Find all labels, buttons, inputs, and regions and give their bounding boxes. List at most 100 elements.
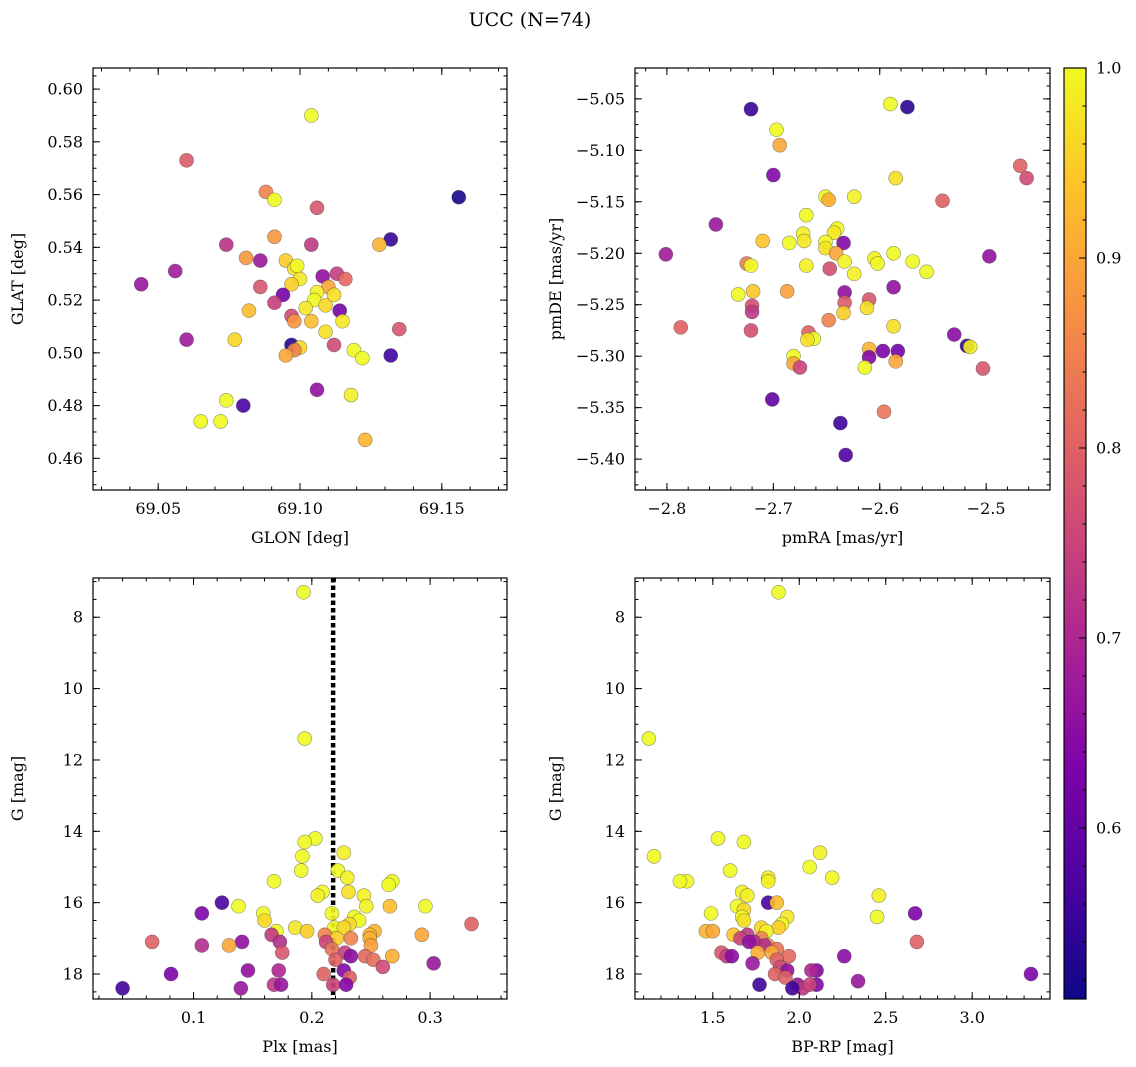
scatter-point bbox=[267, 192, 282, 208]
y-axis-label: G [mag] bbox=[546, 756, 565, 821]
x-tick-label: −2.8 bbox=[647, 499, 686, 518]
scatter-point bbox=[238, 250, 254, 266]
scatter-point bbox=[304, 313, 319, 329]
scatter-point bbox=[218, 393, 234, 408]
scatter-point bbox=[838, 447, 853, 463]
y-tick-label: 14 bbox=[63, 822, 83, 841]
scatter-point bbox=[194, 906, 210, 921]
scatter-point bbox=[764, 392, 780, 407]
x-axis-label: GLON [deg] bbox=[251, 528, 349, 547]
scatter-point bbox=[771, 920, 786, 935]
scatter-point bbox=[1012, 158, 1028, 174]
x-tick-label: 1.5 bbox=[700, 1008, 725, 1027]
scatter-point bbox=[772, 137, 788, 153]
y-tick-label: 0.54 bbox=[47, 238, 83, 257]
x-axis-label: BP-RP [mag] bbox=[791, 1037, 893, 1056]
scatter-point bbox=[340, 870, 355, 885]
scatter-point bbox=[850, 973, 866, 989]
scatter-point bbox=[310, 888, 326, 903]
scatter-point bbox=[836, 948, 852, 964]
x-tick-label: 0.2 bbox=[299, 1008, 324, 1027]
scatter-point bbox=[821, 192, 836, 208]
scatter-point bbox=[741, 934, 757, 950]
colorbar-tick-label: 0.7 bbox=[1096, 629, 1121, 648]
scatter-point bbox=[355, 350, 370, 366]
scatter-point bbox=[781, 235, 797, 251]
scatter-point bbox=[745, 956, 760, 971]
scatter-point bbox=[383, 348, 399, 363]
scatter-point bbox=[826, 225, 842, 240]
scatter-point bbox=[271, 963, 287, 978]
scatter-point bbox=[295, 848, 310, 864]
scatter-point bbox=[744, 304, 760, 320]
scatter-point bbox=[304, 237, 319, 253]
scatter-point bbox=[804, 963, 819, 978]
x-axis-label: pmRA [mas/yr] bbox=[782, 528, 904, 547]
scatter-point bbox=[935, 193, 950, 209]
scatter-point bbox=[384, 948, 400, 964]
scatter-point bbox=[133, 276, 149, 292]
scatter-point bbox=[316, 966, 331, 982]
y-tick-label: 12 bbox=[63, 750, 83, 769]
x-tick-label: −2.5 bbox=[967, 499, 1006, 518]
scatter-point bbox=[888, 354, 904, 369]
scatter-point bbox=[375, 959, 391, 975]
scatter-point bbox=[266, 873, 282, 889]
x-tick-label: 69.05 bbox=[135, 499, 181, 518]
scatter-point bbox=[241, 303, 257, 318]
scatter-point bbox=[919, 264, 934, 280]
scatter-point bbox=[194, 938, 210, 953]
scatter-point bbox=[336, 845, 352, 861]
scatter-point bbox=[785, 980, 800, 996]
x-tick-label: −2.7 bbox=[754, 499, 793, 518]
x-tick-label: 2.5 bbox=[873, 1008, 898, 1027]
scatter-point bbox=[975, 361, 991, 376]
scatter-point bbox=[179, 153, 194, 168]
scatter-point bbox=[836, 235, 851, 251]
scatter-point bbox=[886, 319, 901, 334]
scatter-point bbox=[298, 300, 313, 316]
scatter-point bbox=[163, 966, 179, 982]
scatter-point bbox=[289, 258, 305, 274]
colorbar: 0.6 0.7 0.8 0.9 1.0 bbox=[1063, 59, 1121, 1000]
scatter-point bbox=[372, 237, 387, 253]
y-tick-label: 0.46 bbox=[47, 449, 83, 468]
scatter-point bbox=[730, 287, 746, 302]
scatter-point bbox=[318, 324, 333, 340]
y-tick-label: −5.20 bbox=[576, 244, 625, 263]
scatter-point bbox=[846, 266, 862, 282]
scatter-point bbox=[909, 934, 925, 950]
panel-4: 1.5 2.0 2.5 3.0 8 10 12 14 16 18 BP-RP [mag] G [mag… bbox=[546, 577, 1051, 1056]
x-tick-label: 69.15 bbox=[419, 499, 465, 518]
panel-3: 0.1 0.2 0.3 8 10 12 14 16 18 Plx [mas] G [mag] bbox=[8, 577, 508, 1056]
colorbar-gradient bbox=[1064, 68, 1086, 999]
scatter-point bbox=[391, 321, 407, 337]
scatter-point bbox=[233, 980, 249, 996]
scatter-point bbox=[299, 923, 315, 939]
y-tick-label: 0.56 bbox=[47, 185, 83, 204]
scatter-point bbox=[193, 414, 209, 429]
scatter-point bbox=[886, 279, 901, 295]
colorbar-tick-label: 1.0 bbox=[1096, 59, 1121, 78]
x-tick-label: 0.3 bbox=[417, 1008, 442, 1027]
scatter-point bbox=[179, 332, 194, 347]
y-tick-label: 16 bbox=[605, 893, 625, 912]
scatter-point bbox=[760, 873, 776, 889]
scatter-point bbox=[752, 977, 767, 993]
scatter-point bbox=[799, 258, 814, 273]
scatter-point bbox=[167, 263, 183, 279]
scatter-point bbox=[324, 906, 340, 921]
scatter-point bbox=[451, 189, 467, 205]
scatter-point bbox=[297, 731, 313, 746]
scatter-point bbox=[743, 323, 759, 338]
scatter-point bbox=[946, 327, 962, 342]
scatter-point bbox=[414, 927, 430, 943]
scatter-point bbox=[743, 258, 759, 273]
y-tick-label: −5.15 bbox=[576, 192, 625, 211]
scatter-point bbox=[672, 873, 688, 889]
scatter-point bbox=[836, 305, 851, 321]
scatter-point bbox=[235, 398, 251, 413]
scatter-point bbox=[724, 948, 740, 964]
scatter-point bbox=[278, 348, 294, 363]
scatter-point bbox=[273, 977, 289, 993]
